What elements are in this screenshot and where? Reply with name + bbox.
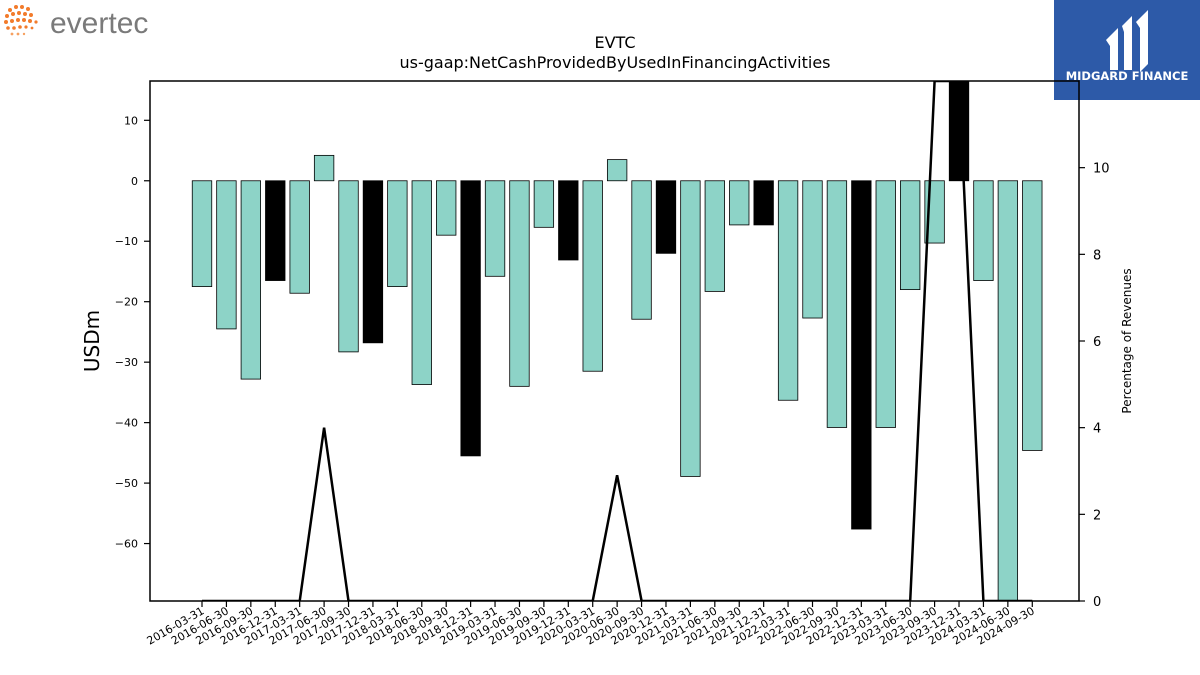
- bar-2019-03-31: [485, 181, 505, 277]
- bar-2018-03-31: [388, 181, 408, 287]
- bar-2021-12-31: [754, 181, 774, 225]
- y2-tick-label: 2: [1093, 508, 1101, 523]
- bar-2022-06-30: [803, 181, 823, 318]
- bar-2021-06-30: [705, 181, 725, 292]
- y-axis-right: 0 2 4 6 8 10: [1079, 162, 1110, 610]
- chart-subtitle: us-gaap:NetCashProvidedByUsedInFinancing…: [399, 53, 830, 72]
- y2-tick-label: 4: [1093, 422, 1101, 437]
- bar-2019-06-30: [510, 181, 529, 387]
- x-axis: 2016-03-312016-06-302016-09-302016-12-31…: [145, 601, 1037, 648]
- bar-2020-03-31: [583, 181, 603, 371]
- y2-axis-label: Percentage of Revenues: [1120, 268, 1134, 413]
- y-axis-left: 10 0 −10 −20 −30 −40 −50 −60: [115, 114, 150, 550]
- bar-2016-09-30: [241, 181, 261, 379]
- y-tick-label: −20: [115, 296, 138, 309]
- financing-cash-flow-chart: EVTC us-gaap:NetCashProvidedByUsedInFina…: [0, 0, 1200, 675]
- y-tick-label: 0: [131, 175, 138, 188]
- y-tick-label: −60: [115, 538, 138, 551]
- bar-2022-03-31: [778, 181, 798, 400]
- y-tick-label: −50: [115, 477, 138, 490]
- bar-2021-09-30: [729, 181, 749, 225]
- bar-2020-09-30: [632, 181, 652, 319]
- y-tick-label: −30: [115, 356, 138, 369]
- y-tick-label: 10: [124, 114, 138, 127]
- bar-2017-03-31: [290, 181, 310, 293]
- bar-2020-06-30: [607, 160, 627, 181]
- bar-2016-12-31: [266, 181, 286, 281]
- y-tick-label: −10: [115, 235, 138, 248]
- bar-2017-06-30: [314, 155, 334, 180]
- bar-2018-06-30: [412, 181, 432, 385]
- bar-2022-09-30: [827, 181, 847, 428]
- bar-2020-12-31: [656, 181, 676, 254]
- bar-2018-12-31: [461, 181, 481, 456]
- bar-2019-09-30: [534, 181, 554, 228]
- bar-2022-12-31: [852, 181, 872, 529]
- bar-2016-06-30: [217, 181, 237, 329]
- y-tick-label: −40: [115, 417, 138, 430]
- y2-tick-label: 6: [1093, 335, 1101, 350]
- chart-title: EVTC: [594, 33, 635, 52]
- bar-2018-09-30: [436, 181, 456, 235]
- plot-frame: [150, 81, 1079, 601]
- bar-2024-06-30: [998, 181, 1018, 601]
- y2-tick-label: 8: [1093, 248, 1101, 263]
- bar-2019-12-31: [559, 181, 579, 260]
- bar-2021-03-31: [681, 181, 701, 477]
- bar-2024-09-30: [1023, 181, 1043, 451]
- bar-2024-03-31: [974, 181, 994, 281]
- bar-2023-03-31: [876, 181, 896, 428]
- bar-2017-12-31: [363, 181, 383, 343]
- bar-2023-06-30: [900, 181, 920, 290]
- y2-tick-label: 10: [1093, 162, 1110, 177]
- bar-2016-03-31: [192, 181, 212, 287]
- y2-tick-label: 0: [1093, 595, 1101, 610]
- y-axis-label: USDm: [80, 310, 104, 372]
- bar-2017-09-30: [339, 181, 359, 352]
